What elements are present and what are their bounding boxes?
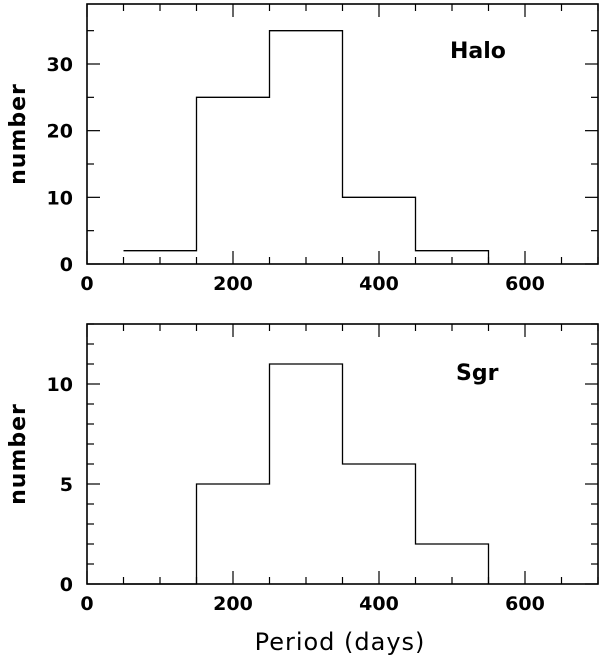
halo-y-tick-label: 10 — [47, 187, 73, 209]
halo-y-axis-label: number — [6, 83, 31, 185]
sgr-y-tick-label: 10 — [47, 374, 73, 396]
sgr-ticks — [86, 323, 599, 585]
halo-tick-labels: 0 200 400 600 0 10 20 30 — [47, 54, 545, 295]
halo-y-tick-label: 0 — [60, 254, 73, 276]
x-axis-label: Period (days) — [255, 628, 426, 656]
sgr-y-tick-label: 0 — [60, 574, 73, 596]
halo-x-tick-label: 0 — [80, 273, 93, 295]
halo-y-tick-label: 30 — [47, 54, 73, 76]
sgr-x-tick-label: 600 — [505, 593, 545, 615]
halo-x-tick-label: 400 — [359, 273, 399, 295]
sgr-panel: 0 200 400 600 0 5 10 Sgr number — [6, 323, 599, 615]
sgr-x-tick-label: 400 — [359, 593, 399, 615]
halo-ticks — [86, 4, 599, 265]
sgr-x-tick-label: 0 — [80, 593, 93, 615]
sgr-histogram — [123, 363, 490, 585]
halo-x-tick-label: 200 — [213, 273, 253, 295]
sgr-tick-labels: 0 200 400 600 0 5 10 — [47, 374, 545, 615]
halo-y-tick-label: 20 — [47, 121, 73, 143]
halo-panel-label: Halo — [450, 39, 506, 64]
sgr-panel-label: Sgr — [456, 361, 499, 386]
halo-histogram — [123, 30, 490, 264]
sgr-x-tick-label: 200 — [213, 593, 253, 615]
sgr-y-tick-label: 5 — [60, 474, 73, 496]
halo-x-tick-label: 600 — [505, 273, 545, 295]
sgr-y-axis-label: number — [6, 403, 31, 505]
halo-panel: 0 200 400 600 0 10 20 30 Halo number — [6, 3, 599, 295]
